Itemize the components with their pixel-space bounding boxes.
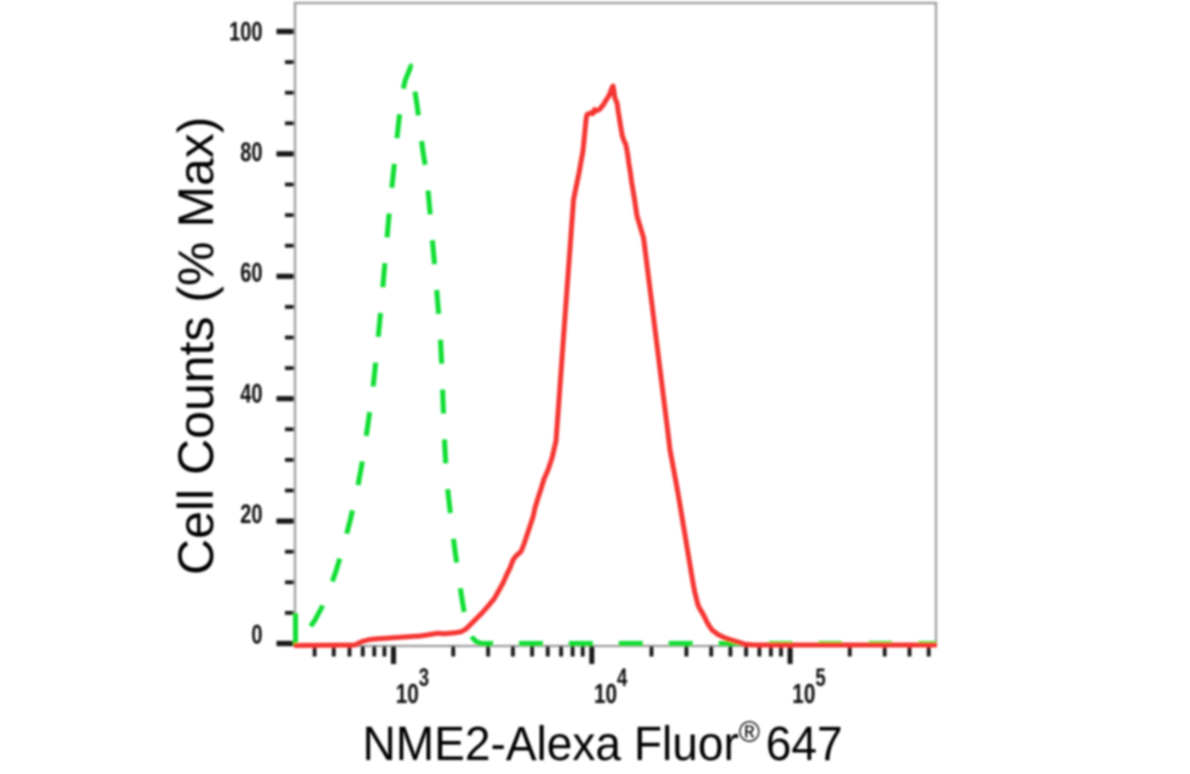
svg-text:Cell Counts (% Max): Cell Counts (% Max) (168, 117, 224, 575)
svg-text:20: 20 (240, 499, 262, 530)
svg-text:105: 105 (792, 663, 825, 710)
svg-text:NME2-Alexa Fluor®647: NME2-Alexa Fluor® 647 (363, 715, 843, 770)
svg-text:104: 104 (594, 663, 628, 710)
svg-text:100: 100 (229, 17, 262, 48)
svg-text:80: 80 (240, 137, 262, 168)
svg-text:0: 0 (251, 620, 262, 651)
svg-text:40: 40 (240, 378, 262, 409)
svg-text:103: 103 (396, 663, 429, 710)
svg-text:60: 60 (240, 258, 262, 289)
